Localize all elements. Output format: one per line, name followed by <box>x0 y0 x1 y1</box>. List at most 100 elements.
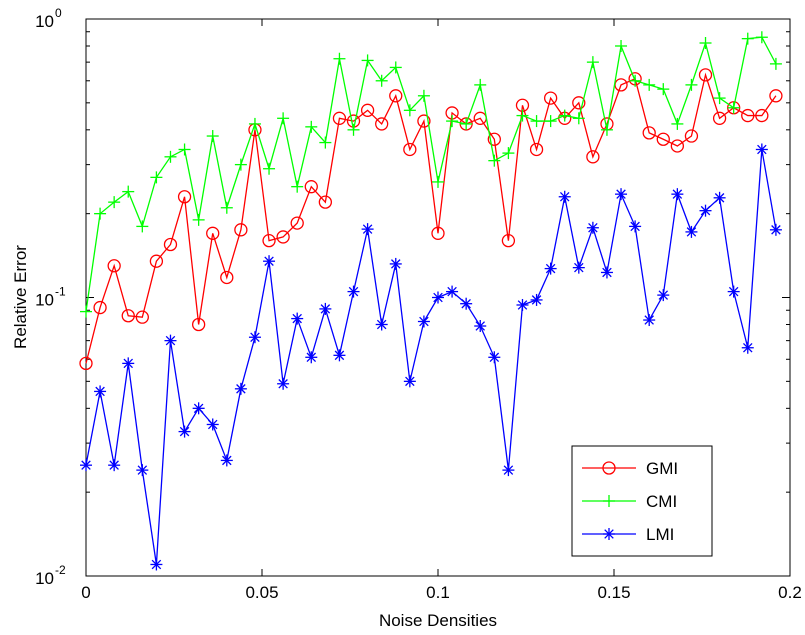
data-point-lmi <box>488 351 501 364</box>
data-point-cmi <box>234 158 247 171</box>
data-point-lmi <box>558 190 571 203</box>
data-point-gmi <box>220 270 234 285</box>
legend-marker <box>603 495 615 507</box>
data-point-lmi <box>389 257 402 270</box>
data-point-gmi <box>389 89 403 103</box>
data-point-lmi <box>178 425 191 438</box>
data-point-cmi <box>122 185 135 198</box>
data-point-lmi <box>657 289 670 302</box>
data-point-gmi <box>487 132 501 146</box>
data-point-cmi <box>277 112 290 125</box>
data-point-lmi <box>192 402 205 415</box>
x-tick-label: 0 <box>81 583 90 602</box>
data-point-cmi <box>643 78 656 91</box>
series-gmi <box>79 68 783 371</box>
data-point-cmi <box>136 220 149 233</box>
data-point-cmi <box>727 101 740 114</box>
data-point-lmi <box>403 375 416 388</box>
data-point-lmi <box>277 377 290 390</box>
data-point-gmi <box>191 317 206 332</box>
data-point-cmi <box>615 39 628 52</box>
data-point-gmi <box>177 190 192 204</box>
data-point-lmi <box>685 225 698 238</box>
data-point-cmi <box>516 109 529 122</box>
data-point-cmi <box>530 115 543 128</box>
data-point-gmi <box>107 259 121 273</box>
data-point-cmi <box>769 57 782 70</box>
data-point-lmi <box>572 261 585 274</box>
data-point-lmi <box>80 459 92 472</box>
data-point-cmi <box>685 78 698 91</box>
data-point-lmi <box>713 191 726 204</box>
data-point-gmi <box>656 132 670 146</box>
legend-item-lmi: LMI <box>582 525 674 544</box>
data-point-cmi <box>178 143 191 156</box>
data-point-cmi <box>460 117 473 130</box>
data-point-lmi <box>727 285 740 298</box>
data-point-lmi <box>530 293 543 306</box>
data-point-cmi <box>474 78 487 91</box>
data-point-gmi <box>712 111 727 125</box>
data-point-cmi <box>108 196 121 209</box>
data-point-lmi <box>305 351 318 364</box>
data-point-lmi <box>234 382 247 395</box>
legend-label: CMI <box>646 492 677 511</box>
data-point-cmi <box>403 104 416 117</box>
data-point-gmi <box>79 356 93 371</box>
data-point-lmi <box>347 285 360 298</box>
data-point-cmi <box>305 120 318 133</box>
data-point-lmi <box>150 558 163 571</box>
data-point-lmi <box>699 204 712 217</box>
data-point-gmi <box>149 254 164 268</box>
data-point-cmi <box>206 130 219 143</box>
data-point-lmi <box>629 220 642 233</box>
data-point-gmi <box>769 89 783 103</box>
data-point-gmi <box>234 223 248 237</box>
data-point-lmi <box>220 454 233 467</box>
data-point-lmi <box>164 334 177 347</box>
x-tick-label: 0.05 <box>245 583 278 602</box>
data-point-gmi <box>360 103 375 117</box>
series-line-gmi <box>85 72 777 364</box>
x-tick-label: 0.15 <box>597 583 630 602</box>
data-point-cmi <box>671 117 684 130</box>
data-point-cmi <box>94 207 107 220</box>
legend-label: LMI <box>646 525 674 544</box>
data-point-cmi <box>291 180 304 193</box>
data-point-cmi <box>629 74 642 87</box>
data-point-lmi <box>769 223 782 236</box>
data-point-gmi <box>501 234 516 248</box>
series-line-cmi <box>85 36 777 312</box>
data-point-lmi <box>474 320 487 333</box>
data-point-cmi <box>600 123 613 136</box>
data-point-gmi <box>375 117 389 131</box>
data-point-lmi <box>417 315 430 328</box>
data-point-gmi <box>135 310 149 324</box>
y-tick-label-base: 10 <box>35 291 54 310</box>
data-point-lmi <box>333 349 346 362</box>
data-point-gmi <box>121 309 135 323</box>
data-point-lmi <box>544 262 557 275</box>
series-lmi <box>80 143 782 571</box>
x-axis-label: Noise Densities <box>379 611 497 630</box>
y-tick-label-base: 10 <box>35 569 54 588</box>
data-point-gmi <box>163 237 178 252</box>
data-point-cmi <box>586 56 599 69</box>
data-point-lmi <box>502 464 515 477</box>
data-point-cmi <box>80 305 92 318</box>
data-point-gmi <box>262 234 276 248</box>
data-point-lmi <box>319 302 332 315</box>
data-point-gmi <box>206 226 220 240</box>
data-point-cmi <box>389 61 402 74</box>
data-point-lmi <box>460 297 473 310</box>
data-point-cmi <box>657 83 670 96</box>
data-point-gmi <box>670 139 685 153</box>
y-tick-label: 10 -2 <box>35 563 66 588</box>
axis-ticks <box>85 18 791 577</box>
data-point-gmi <box>417 114 431 128</box>
data-point-lmi <box>94 385 107 398</box>
y-tick-label-exponent: -2 <box>55 563 66 577</box>
data-point-gmi <box>642 126 656 140</box>
data-point-lmi <box>122 357 135 370</box>
